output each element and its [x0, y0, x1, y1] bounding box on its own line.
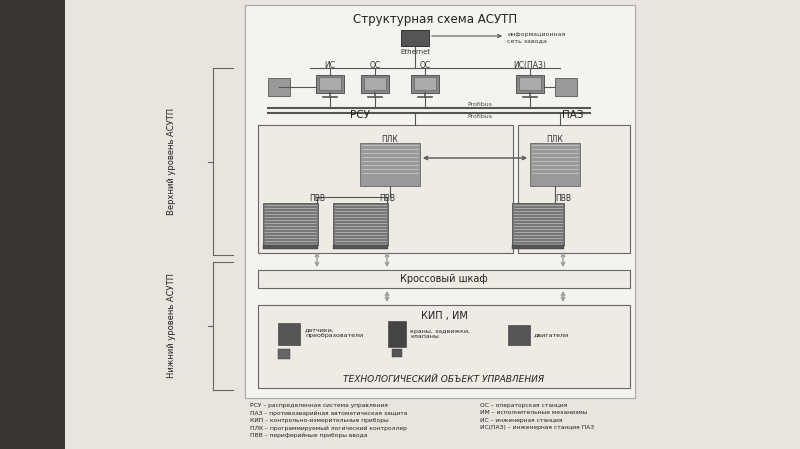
Text: ИС – инженерная станция: ИС – инженерная станция	[480, 418, 562, 423]
Bar	[364, 77, 386, 90]
Bar	[411, 75, 439, 93]
Text: РСУ: РСУ	[350, 110, 370, 120]
Text: ПЛК: ПЛК	[382, 135, 398, 144]
Text: краны, задвижки,
клапаны: краны, задвижки, клапаны	[410, 329, 470, 339]
Text: ИС(ПАЗ): ИС(ПАЗ)	[514, 61, 546, 70]
Text: ОС: ОС	[419, 61, 430, 70]
Text: Нижний уровень АСУТП: Нижний уровень АСУТП	[167, 273, 177, 379]
Bar	[388, 321, 406, 347]
Text: датчики,
преобразователи: датчики, преобразователи	[305, 328, 363, 339]
Text: Ethernet: Ethernet	[400, 49, 430, 55]
Bar	[519, 77, 541, 90]
Bar	[0, 0, 65, 449]
Bar	[245, 5, 635, 398]
Text: информационная
сеть завода: информационная сеть завода	[507, 32, 566, 43]
Text: ПВВ: ПВВ	[379, 194, 395, 203]
Bar	[516, 75, 544, 93]
Text: РСУ – распределенная система управления: РСУ – распределенная система управления	[250, 403, 388, 408]
Bar	[333, 203, 387, 245]
Text: ИМ – исполнительные механизмы: ИМ – исполнительные механизмы	[480, 410, 587, 415]
Bar	[333, 245, 387, 249]
Text: ПАЗ – противоаварийная автоматическая защита: ПАЗ – противоаварийная автоматическая за…	[250, 410, 407, 416]
Text: двигатели: двигатели	[534, 333, 569, 338]
Text: КИП , ИМ: КИП , ИМ	[421, 311, 467, 321]
Bar	[392, 349, 402, 357]
Bar	[258, 270, 630, 288]
Bar	[401, 30, 429, 46]
Text: ПВВ: ПВВ	[555, 194, 571, 203]
Bar	[316, 75, 344, 93]
Text: Profibus: Profibus	[467, 102, 493, 107]
Bar	[530, 143, 580, 186]
Text: ПАЗ: ПАЗ	[562, 110, 584, 120]
Bar	[414, 77, 436, 90]
Bar	[508, 325, 530, 345]
Bar	[512, 245, 564, 249]
Text: Profibus: Profibus	[467, 114, 493, 119]
Bar	[278, 349, 290, 359]
Bar	[360, 143, 420, 186]
Text: Кроссовый шкаф: Кроссовый шкаф	[400, 274, 488, 284]
Text: КИП – контрольно-измерительные приборы: КИП – контрольно-измерительные приборы	[250, 418, 389, 423]
Text: ТЕХНОЛОГИЧЕСКИЙ ОБЪЕКТ УПРАВЛЕНИЯ: ТЕХНОЛОГИЧЕСКИЙ ОБЪЕКТ УПРАВЛЕНИЯ	[343, 375, 545, 384]
Bar	[361, 75, 389, 93]
Text: ОС – операторская станция: ОС – операторская станция	[480, 403, 567, 408]
Bar	[268, 78, 290, 96]
Text: ИС(ПАЗ) – инженерная станция ПАЗ: ИС(ПАЗ) – инженерная станция ПАЗ	[480, 426, 594, 431]
Text: ПЛК: ПЛК	[546, 135, 563, 144]
Bar	[278, 323, 300, 345]
Bar	[258, 305, 630, 388]
Bar	[512, 203, 564, 245]
Text: ПЛК – программируемый логический контроллер: ПЛК – программируемый логический контрол…	[250, 426, 407, 431]
Bar	[258, 125, 513, 253]
Text: Верхний уровень АСУТП: Верхний уровень АСУТП	[167, 108, 177, 215]
Bar	[518, 125, 630, 253]
Text: ИС: ИС	[325, 61, 335, 70]
Text: ПВВ – периферийные приборы ввода: ПВВ – периферийные приборы ввода	[250, 433, 367, 438]
Bar	[262, 203, 318, 245]
Text: ОС: ОС	[370, 61, 381, 70]
Bar	[319, 77, 341, 90]
Text: ПВВ: ПВВ	[309, 194, 325, 203]
Bar	[555, 78, 577, 96]
Bar	[245, 5, 635, 398]
Text: Структурная схема АСУТП: Структурная схема АСУТП	[353, 13, 517, 26]
Bar	[262, 245, 318, 249]
